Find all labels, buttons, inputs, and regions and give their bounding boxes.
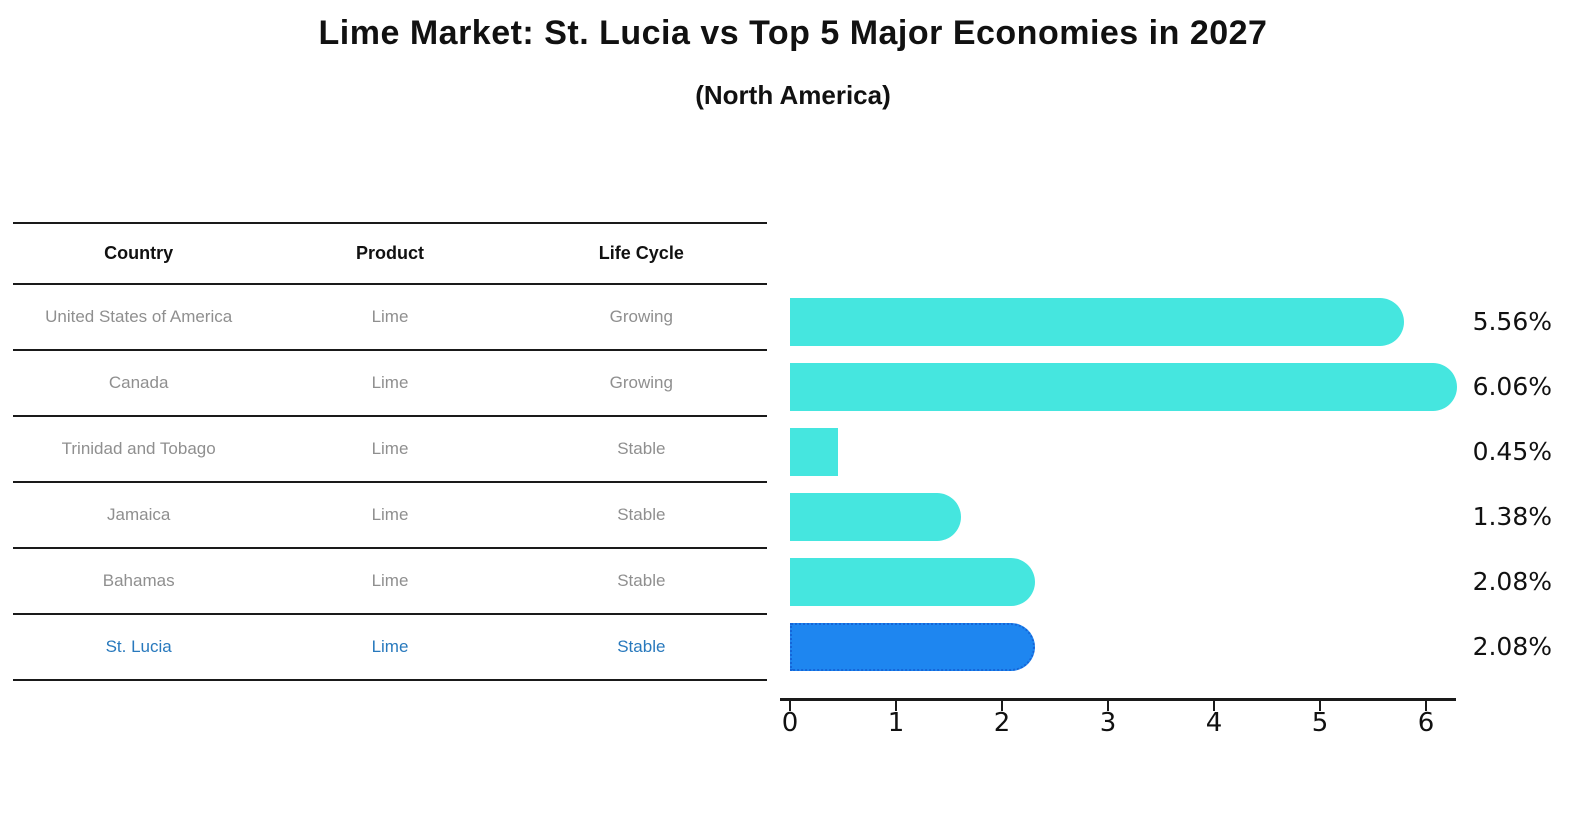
table-cell-product: Lime: [371, 505, 409, 524]
table-cell-country: Jamaica: [107, 505, 171, 524]
x-axis-tick-label: 1: [887, 708, 905, 738]
x-axis-tick: [1001, 701, 1003, 711]
table-row: United States of America Lime Growing: [13, 285, 767, 351]
table-header-product: Product: [355, 243, 424, 263]
chart-title: Lime Market: St. Lucia vs Top 5 Major Ec…: [318, 14, 1268, 52]
x-axis-tick-label: 4: [1205, 708, 1223, 738]
bar-value-label: 2.08%: [1472, 632, 1552, 661]
table-cell-life-cycle: Growing: [609, 307, 673, 326]
bar-value-label: 2.08%: [1472, 567, 1552, 596]
table-header-country: Country: [104, 243, 174, 263]
table-row: Jamaica Lime Stable: [13, 483, 767, 549]
bar-value-label: 6.06%: [1472, 372, 1552, 401]
table-row: Canada Lime Growing: [13, 351, 767, 417]
table-cell-life-cycle: Stable: [617, 439, 666, 458]
bar: [790, 623, 1035, 671]
x-axis-tick-label: 5: [1311, 708, 1329, 738]
table-cell-country: Trinidad and Tobago: [61, 439, 216, 458]
table-body: United States of America Lime Growing Ca…: [13, 285, 767, 681]
bar: [790, 428, 838, 476]
table-cell-life-cycle: Stable: [617, 505, 666, 524]
table-cell-country: United States of America: [45, 307, 233, 326]
table-cell-product: Lime: [371, 571, 409, 590]
x-axis-tick-label: 6: [1417, 708, 1435, 738]
table-cell-country: St. Lucia: [105, 637, 172, 656]
x-axis-tick: [1319, 701, 1321, 711]
x-axis-line: [780, 698, 1456, 701]
x-axis-tick: [1425, 701, 1427, 711]
table-cell-country: Canada: [108, 373, 169, 392]
table-row: Bahamas Lime Stable: [13, 549, 767, 615]
bar: [790, 493, 961, 541]
bar: [790, 298, 1404, 346]
x-axis-tick-label: 2: [993, 708, 1011, 738]
bar-value-label: 5.56%: [1472, 307, 1552, 336]
table-cell-product: Lime: [371, 373, 409, 392]
x-axis-tick-label: 0: [781, 708, 799, 738]
bar-value-label: 1.38%: [1472, 502, 1552, 531]
table-row: St. Lucia Lime Stable: [13, 615, 767, 681]
table-header-row: Country Product Life Cycle: [13, 224, 767, 285]
table-cell-product: Lime: [371, 439, 409, 458]
table-cell-product: Lime: [371, 637, 409, 656]
bar: [790, 558, 1035, 606]
x-axis-tick: [1213, 701, 1215, 711]
table-cell-life-cycle: Growing: [609, 373, 673, 392]
bar: [790, 363, 1457, 411]
x-axis-tick: [789, 701, 791, 711]
table-cell-country: Bahamas: [102, 571, 175, 590]
table-row: Trinidad and Tobago Lime Stable: [13, 417, 767, 483]
bar-value-label: 0.45%: [1472, 437, 1552, 466]
table-cell-life-cycle: Stable: [617, 637, 666, 656]
table-header-life-cycle: Life Cycle: [598, 243, 684, 263]
table-cell-life-cycle: Stable: [617, 571, 666, 590]
x-axis-tick: [1107, 701, 1109, 711]
table-cell-product: Lime: [371, 307, 409, 326]
x-axis-tick: [895, 701, 897, 711]
x-axis-tick-label: 3: [1099, 708, 1117, 738]
country-table: Country Product Life Cycle United States…: [13, 222, 767, 681]
chart-subtitle: (North America): [695, 80, 891, 110]
